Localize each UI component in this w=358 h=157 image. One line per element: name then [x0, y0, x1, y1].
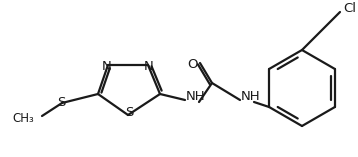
Text: O: O [187, 57, 197, 70]
Text: S: S [125, 106, 133, 119]
Text: N: N [144, 60, 154, 73]
Text: N: N [102, 60, 112, 73]
Text: S: S [57, 95, 65, 108]
Text: NH: NH [241, 89, 261, 103]
Text: CH₃: CH₃ [12, 113, 34, 125]
Text: Cl: Cl [343, 3, 357, 16]
Text: NH: NH [186, 89, 205, 103]
